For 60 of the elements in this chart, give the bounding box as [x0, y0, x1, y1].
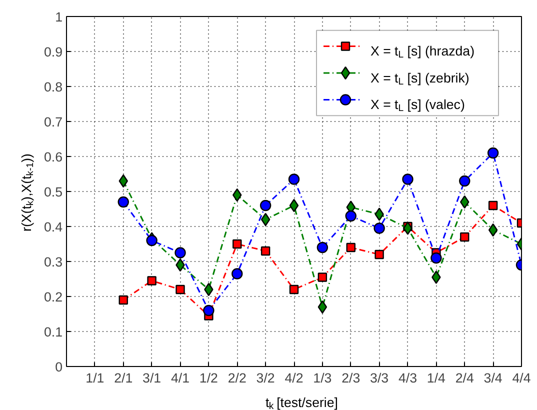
x-tick-label: 2/3 [342, 370, 360, 386]
y-axis-title: r(X(tk),X(tk-1)) [19, 154, 36, 232]
point [260, 212, 270, 226]
point [316, 242, 328, 254]
x-tick-label: 1/4 [426, 370, 446, 386]
y-tick-label: 1 [55, 10, 63, 24]
y-tick-label: 0.5 [44, 184, 63, 200]
y-tick-label: 0.9 [44, 44, 63, 60]
point [289, 284, 299, 294]
point [488, 200, 498, 210]
y-tick-label: 0.2 [44, 290, 63, 304]
x-tick-label: 1/2 [199, 370, 218, 386]
point [432, 270, 441, 284]
point [402, 174, 414, 185]
point [488, 223, 498, 237]
y-tick-label: 0.8 [44, 80, 63, 94]
x-tick-label: 1/1 [86, 370, 104, 386]
y-tick-label: 0.3 [44, 254, 63, 270]
point [176, 284, 185, 294]
y-tick-label: 0.7 [44, 114, 63, 130]
y-tick-label: 0.1 [44, 324, 63, 340]
point [346, 242, 356, 252]
point [232, 268, 243, 280]
x-tick-label: 2/4 [455, 370, 474, 386]
point [203, 304, 214, 316]
x-tick-label: 3/3 [370, 370, 389, 386]
point [260, 200, 272, 212]
x-tick-label: 4/3 [398, 370, 418, 386]
point [318, 300, 328, 314]
point [289, 198, 299, 212]
point [460, 232, 470, 242]
x-tick-label: 4/2 [284, 370, 304, 386]
point [288, 174, 300, 185]
point [374, 208, 384, 221]
point [459, 175, 470, 187]
x-tick-label: 3/2 [256, 370, 275, 386]
x-tick-label: 4/4 [512, 370, 532, 386]
point [374, 222, 385, 234]
y-tick-label: 0 [55, 360, 63, 374]
x-tick-label: 2/2 [228, 370, 246, 386]
x-tick-label: 3/1 [142, 370, 162, 386]
y-tick-label: 0.6 [44, 150, 63, 164]
x-tick-label: 3/4 [484, 370, 503, 386]
point [174, 247, 186, 258]
point [345, 210, 356, 222]
x-tick-label: 1/3 [313, 370, 332, 386]
x-tick-label: 2/1 [114, 370, 133, 386]
point [118, 295, 128, 305]
point [147, 276, 156, 286]
point [374, 250, 384, 260]
point [260, 246, 270, 256]
point [318, 272, 328, 282]
point [146, 234, 158, 246]
point [403, 222, 412, 235]
x-tick-label: 4/1 [170, 370, 190, 386]
point [118, 196, 129, 208]
point [232, 239, 242, 249]
point [430, 252, 442, 264]
y-tick-label: 0.4 [44, 220, 64, 234]
point [487, 147, 499, 159]
